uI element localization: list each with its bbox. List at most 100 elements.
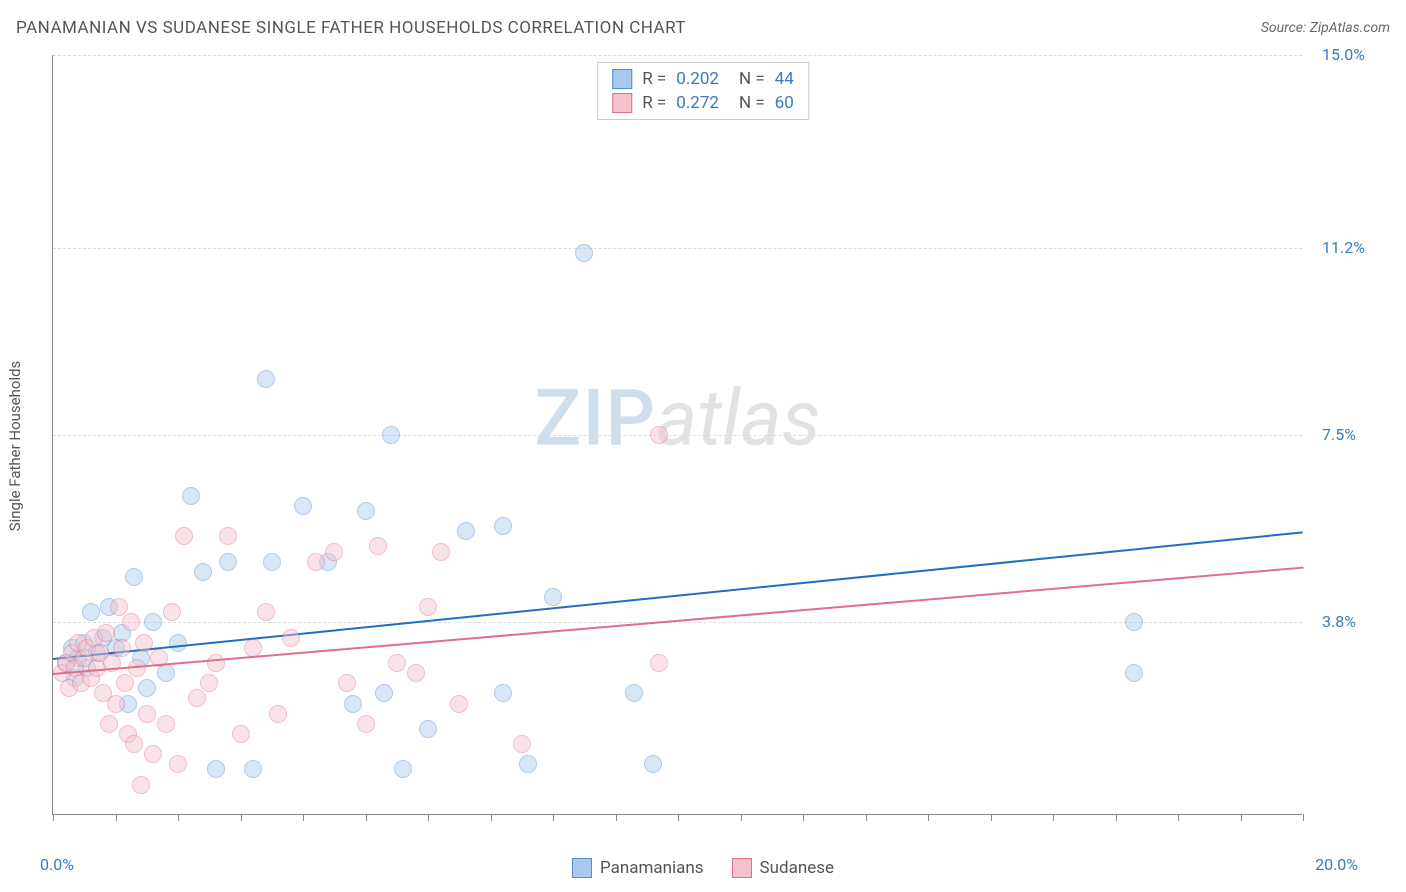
gridline [53, 622, 1302, 623]
x-tick [178, 814, 179, 821]
data-point [113, 639, 131, 657]
data-point [357, 715, 375, 733]
data-point [519, 755, 537, 773]
legend-label: Sudanese [760, 858, 835, 878]
watermark: ZIPatlas [534, 374, 820, 465]
x-tick [1053, 814, 1054, 821]
r-label: R = [642, 93, 666, 113]
legend-swatch [732, 858, 752, 878]
r-label: R = [642, 69, 666, 89]
x-tick [241, 814, 242, 821]
data-point [144, 745, 162, 763]
data-point [135, 634, 153, 652]
x-tick [491, 814, 492, 821]
x-tick [553, 814, 554, 821]
n-value: 44 [775, 69, 794, 89]
data-point [207, 760, 225, 778]
legend-label: Panamanians [600, 858, 704, 878]
legend-item: Sudanese [732, 858, 835, 878]
data-point [232, 725, 250, 743]
series-legend: Panamanians Sudanese [572, 858, 834, 878]
y-tick-label: 3.8% [1322, 612, 1356, 631]
x-tick [53, 814, 54, 821]
watermark-part2: atlas [656, 374, 821, 465]
x-tick [366, 814, 367, 821]
x-tick [1303, 814, 1304, 821]
data-point [110, 598, 128, 616]
data-point [169, 634, 187, 652]
trend-line [53, 567, 1303, 675]
data-point [244, 639, 262, 657]
data-point [625, 684, 643, 702]
data-point [257, 370, 275, 388]
data-point [494, 517, 512, 535]
y-tick-label: 15.0% [1322, 45, 1365, 64]
data-point [357, 502, 375, 520]
source-name: ZipAtlas.com [1310, 20, 1390, 36]
data-point [375, 684, 393, 702]
data-point [419, 598, 437, 616]
data-point [457, 522, 475, 540]
y-axis-label: Single Father Households [6, 361, 24, 532]
data-point [282, 629, 300, 647]
n-label: N = [739, 69, 765, 89]
data-point [388, 654, 406, 672]
data-point [544, 588, 562, 606]
y-tick-label: 7.5% [1322, 425, 1356, 444]
x-axis-min-label: 0.0% [40, 855, 74, 874]
data-point [122, 613, 140, 631]
data-point [419, 720, 437, 738]
scatter-plot-area: ZIPatlas [52, 55, 1302, 815]
x-tick [678, 814, 679, 821]
data-point [163, 603, 181, 621]
x-tick [928, 814, 929, 821]
data-point [97, 624, 115, 642]
legend-stat-row: R = 0.202 N = 44 [612, 67, 794, 91]
data-point [650, 426, 668, 444]
x-tick [1178, 814, 1179, 821]
chart-title: PANAMANIAN VS SUDANESE SINGLE FATHER HOU… [16, 18, 686, 38]
data-point [194, 563, 212, 581]
legend-swatch [612, 93, 632, 113]
data-point [100, 715, 118, 733]
watermark-part1: ZIP [534, 374, 656, 465]
data-point [263, 553, 281, 571]
r-value: 0.272 [676, 93, 719, 113]
data-point [644, 755, 662, 773]
data-point [138, 679, 156, 697]
data-point [82, 603, 100, 621]
data-point [407, 664, 425, 682]
data-point [116, 674, 134, 692]
data-point [344, 695, 362, 713]
chart-header: PANAMANIAN VS SUDANESE SINGLE FATHER HOU… [16, 18, 1390, 38]
n-value: 60 [775, 93, 794, 113]
data-point [1125, 613, 1143, 631]
data-point [450, 695, 468, 713]
data-point [650, 654, 668, 672]
data-point [338, 674, 356, 692]
x-tick [866, 814, 867, 821]
x-tick [116, 814, 117, 821]
x-tick [303, 814, 304, 821]
data-point [575, 244, 593, 262]
data-point [169, 755, 187, 773]
data-point [182, 487, 200, 505]
data-point [244, 760, 262, 778]
data-point [219, 527, 237, 545]
data-point [513, 735, 531, 753]
data-point [132, 776, 150, 794]
data-point [294, 497, 312, 515]
gridline [53, 435, 1302, 436]
data-point [257, 603, 275, 621]
x-tick [741, 814, 742, 821]
correlation-legend: R = 0.202 N = 44R = 0.272 N = 60 [597, 62, 809, 120]
gridline [53, 248, 1302, 249]
x-tick [428, 814, 429, 821]
data-point [200, 674, 218, 692]
data-point [269, 705, 287, 723]
x-tick [991, 814, 992, 821]
data-point [207, 654, 225, 672]
r-value: 0.202 [676, 69, 719, 89]
data-point [157, 715, 175, 733]
data-point [175, 527, 193, 545]
